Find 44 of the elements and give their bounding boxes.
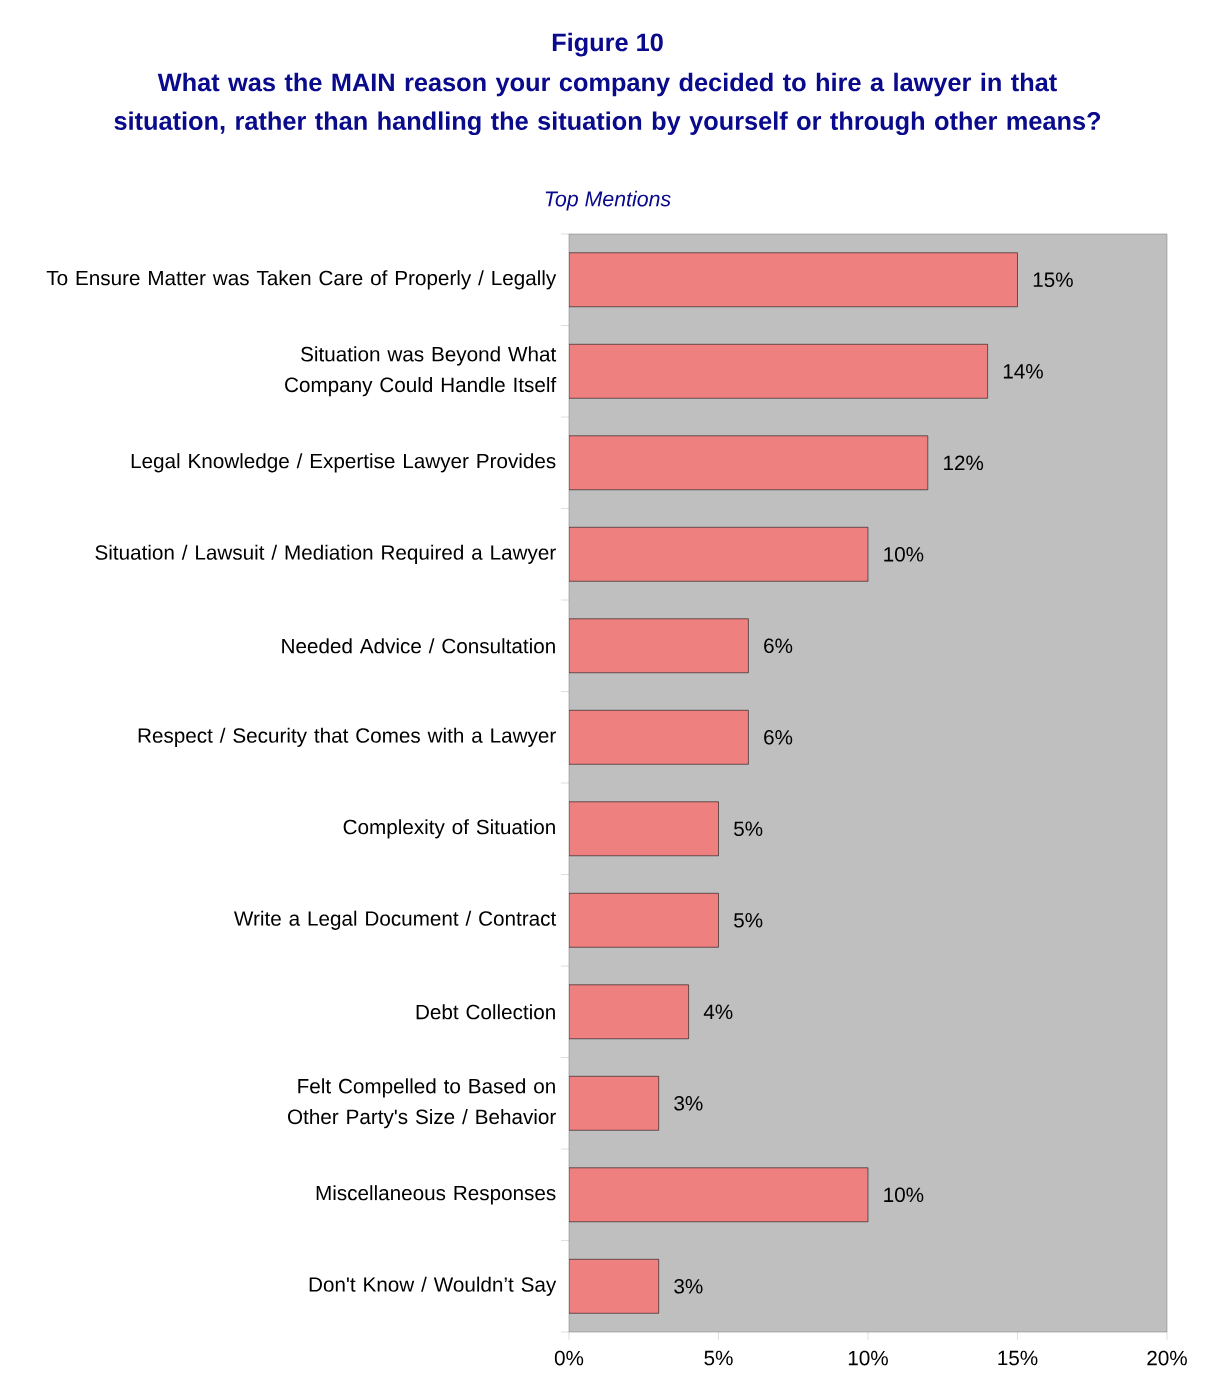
bar: [569, 435, 929, 491]
bar: [569, 1076, 659, 1131]
bar: [569, 710, 749, 765]
chart-subtitle: What was the MAIN reason your company decided to hire a lawyer in that situation, rather than handling the situation by yourself or through other means?: [114, 72, 1101, 136]
data-label: 14%: [1003, 364, 1043, 379]
y-tick-label: Don't Know / Wouldn’t Say: [309, 1276, 557, 1296]
y-tick-label: Legal Knowledge / Expertise Lawyer Provides: [131, 453, 556, 473]
bar: [569, 1167, 869, 1223]
data-label: 12%: [944, 455, 984, 471]
data-label: 5%: [734, 821, 763, 837]
data-label: 15%: [1033, 272, 1073, 288]
bar: [569, 1259, 659, 1314]
y-tick-label: Debt Collection: [416, 1004, 555, 1020]
bar: [569, 527, 869, 582]
y-tick-label: Respect / Security that Comes with a Lawyer: [138, 727, 556, 747]
chart-title: Figure 10: [552, 32, 663, 57]
x-tick-label: 10%: [848, 1350, 888, 1366]
x-tick-label: 5%: [704, 1350, 733, 1366]
data-label: 10%: [884, 1187, 924, 1203]
y-tick-label: Needed Advice / Consultation: [282, 638, 555, 654]
y-tick-label: Miscellaneous Responses: [316, 1185, 556, 1205]
y-tick-label: Complexity of Situation: [343, 819, 555, 839]
data-label: 6%: [764, 638, 793, 654]
bar: [569, 984, 689, 1040]
y-tick-label: Felt Compelled to Based on Other Party's Size / Behavior: [288, 1078, 556, 1129]
data-label: 10%: [884, 546, 924, 562]
y-tick-label: Situation was Beyond What Company Could Handle Itself: [285, 346, 557, 397]
bar: [569, 344, 988, 399]
x-tick-label: 20%: [1147, 1350, 1187, 1366]
bar: [569, 252, 1018, 308]
x-tick-label: 15%: [998, 1350, 1038, 1366]
bar: [569, 893, 719, 948]
text: Top Mentions: [545, 190, 671, 211]
y-tick-label: Situation / Lawsuit / Mediation Required a Lawyer: [95, 544, 556, 564]
y-tick-label: Write a Legal Document / Contract: [233, 910, 557, 930]
data-label: 5%: [734, 913, 763, 928]
y-tick-label: To Ensure Matter was Taken Care of Properly / Legally: [46, 270, 557, 290]
bar: [569, 801, 719, 857]
x-tick-label: 0%: [554, 1350, 584, 1366]
bar: [569, 618, 749, 674]
data-label: 3%: [674, 1278, 703, 1294]
data-label: 4%: [703, 1004, 733, 1020]
data-label: 6%: [764, 729, 793, 745]
data-label: 3%: [674, 1095, 703, 1111]
